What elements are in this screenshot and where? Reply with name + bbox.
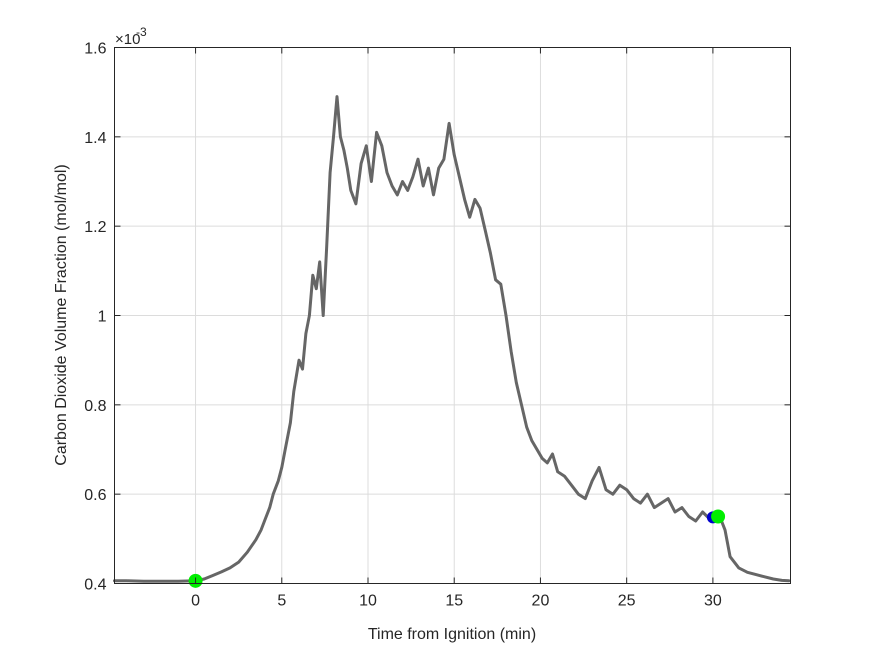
y-tick-label: 1 xyxy=(98,309,107,326)
y-tick-label: 0.6 xyxy=(84,487,106,504)
ticks-x: 0 5 10 15 20 25 30 xyxy=(191,47,722,610)
y-tick-label: 0.8 xyxy=(84,398,106,415)
y-axis-label: Carbon Dioxide Volume Fraction (mol/mol) xyxy=(53,164,70,465)
y-exponent-power: -3 xyxy=(136,25,147,39)
y-tick-label: 0.4 xyxy=(84,577,106,594)
x-tick-label: 10 xyxy=(359,593,377,610)
x-tick-label: 25 xyxy=(618,593,636,610)
x-axis-label: Time from Ignition (min) xyxy=(368,626,536,643)
y-tick-label: 1.4 xyxy=(84,130,106,147)
series-layer xyxy=(113,95,791,583)
x-tick-label: 20 xyxy=(532,593,550,610)
x-tick-label: 5 xyxy=(277,593,286,610)
y-tick-label: 1.2 xyxy=(84,219,106,236)
series-line-co2 xyxy=(113,95,791,583)
ticks-y: 0.4 0.6 0.8 1 1.2 1.4 1.6 xyxy=(84,41,791,594)
grid-lines-y xyxy=(114,47,791,584)
x-tick-label: 30 xyxy=(704,593,722,610)
data-marker-2 xyxy=(711,509,726,524)
marker-layer xyxy=(188,509,726,588)
x-tick-label: 15 xyxy=(445,593,463,610)
x-tick-label: 0 xyxy=(191,593,200,610)
y-tick-label: 1.6 xyxy=(84,41,106,58)
y-exponent: ×10 -3 xyxy=(115,25,147,48)
y-exponent-base: ×10 xyxy=(115,31,140,48)
